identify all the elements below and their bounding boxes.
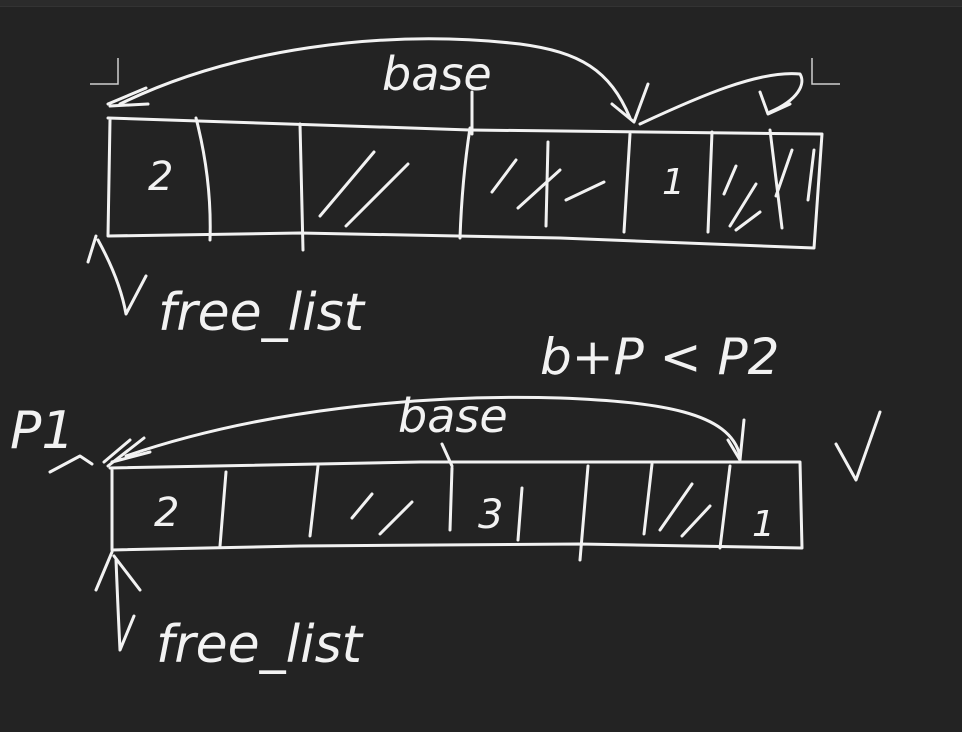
top-hatch-cell-3 xyxy=(318,150,410,228)
bottom-divider-6 xyxy=(642,462,654,536)
bottom-divider-4 xyxy=(516,486,524,542)
bottom-divider-5 xyxy=(578,464,590,562)
top-divider-4 xyxy=(544,140,550,228)
bottom-free-list-arrow xyxy=(94,550,142,652)
top-base-label: base xyxy=(382,47,492,101)
bottom-cell-4-value: 3 xyxy=(478,492,503,538)
top-divider-1 xyxy=(194,116,212,242)
p1-label: P1 xyxy=(10,401,74,461)
corner-mark-top-left xyxy=(90,58,119,85)
bottom-base-tick xyxy=(440,442,454,468)
top-divider-3 xyxy=(458,126,472,240)
top-base-arrowhead-right xyxy=(610,82,650,124)
top-cell-6-value: 1 xyxy=(662,162,685,203)
top-memory-strip xyxy=(106,116,824,250)
bottom-base-arrowhead-left xyxy=(102,436,152,468)
bottom-hatch-cell-3 xyxy=(350,492,414,536)
bottom-hatch-cell-6 xyxy=(658,482,712,538)
bottom-divider-7 xyxy=(718,464,732,550)
check-mark xyxy=(834,410,882,482)
window-top-edge xyxy=(0,0,962,7)
top-next-arc xyxy=(638,72,804,126)
bottom-base-arc xyxy=(124,395,742,458)
top-free-list-label: free_list xyxy=(158,283,366,343)
top-base-arc xyxy=(118,37,632,120)
bottom-divider-3 xyxy=(448,466,454,532)
top-divider-2 xyxy=(298,122,305,252)
condition-label: b+P < P2 xyxy=(540,328,779,386)
top-hatch-cell-4 xyxy=(490,158,606,210)
bottom-base-arrowhead-right xyxy=(726,418,746,462)
top-next-arrowhead xyxy=(758,90,792,116)
top-free-list-arrow xyxy=(86,234,148,316)
bottom-cell-1-value: 2 xyxy=(154,490,179,536)
bottom-memory-diagram: 2 3 1 base P1 b+P < P2 free_list xyxy=(10,328,882,675)
p1-arrow xyxy=(48,454,94,474)
bottom-divider-2 xyxy=(308,464,320,538)
corner-mark-top-right xyxy=(811,58,840,85)
bottom-memory-strip xyxy=(108,460,804,552)
top-divider-6 xyxy=(706,130,714,234)
top-cell-1-value: 2 xyxy=(148,154,173,200)
top-divider-5 xyxy=(622,132,632,234)
bottom-cell-7-value: 1 xyxy=(752,504,775,545)
bottom-divider-1 xyxy=(218,470,228,548)
bottom-base-label: base xyxy=(398,389,508,443)
top-base-arrowhead-left xyxy=(106,86,150,108)
top-hatch-cell-7 xyxy=(722,128,816,232)
bottom-free-list-label: free_list xyxy=(156,615,364,675)
top-memory-diagram: 2 1 base free_list xyxy=(86,37,840,343)
